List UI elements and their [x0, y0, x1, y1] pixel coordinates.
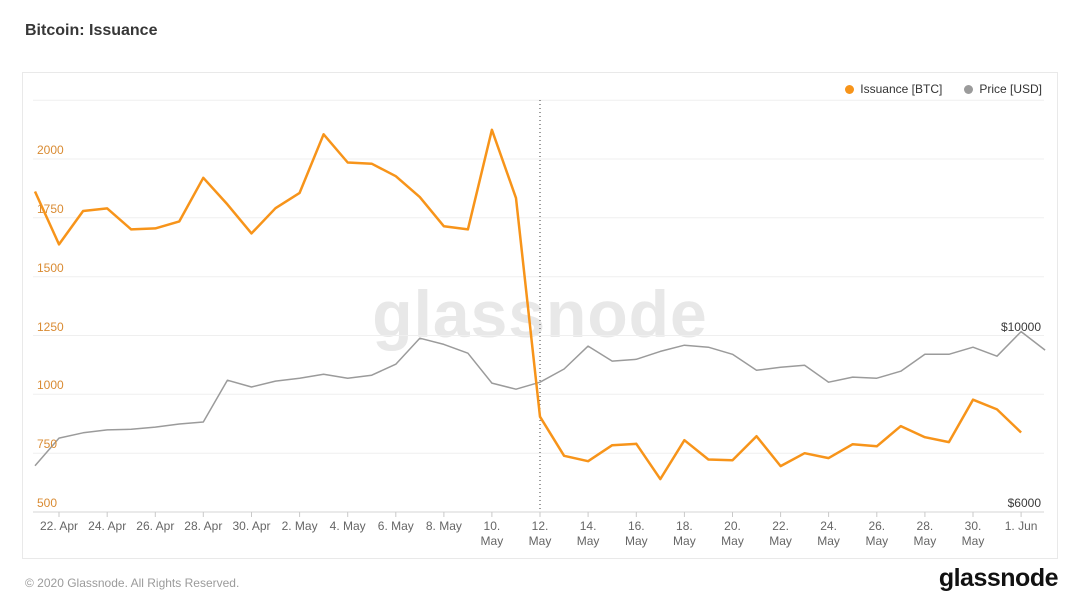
x-axis-label: 26. May — [865, 519, 889, 548]
y-axis-right-label: $10000 — [1000, 320, 1041, 334]
y-axis-left-label: 750 — [37, 437, 58, 452]
x-axis-label: 4. May — [329, 519, 366, 533]
x-axis-label: 30. Apr — [232, 519, 271, 533]
y-axis-left-label: 1250 — [37, 319, 64, 334]
page-title: Bitcoin: Issuance — [25, 22, 158, 39]
issuance-line — [33, 128, 1022, 481]
x-axis-label: 12. May — [528, 519, 552, 548]
x-axis-label: 20. May — [721, 519, 744, 548]
legend-item-price[interactable]: Price [USD] — [964, 82, 1042, 96]
price-line — [34, 330, 1046, 467]
x-axis-label: 24. Apr — [88, 519, 127, 533]
x-axis-label: 14. May — [576, 519, 600, 548]
x-axis-label: 22. May — [769, 519, 792, 548]
x-axis-label: 16. May — [624, 519, 648, 548]
x-axis-label: 6. May — [377, 519, 414, 533]
x-axis-label: 24. May — [817, 519, 840, 548]
x-axis-label: 18. May — [673, 519, 696, 548]
x-axis-label: 22. Apr — [39, 519, 79, 533]
chart-canvas[interactable] — [23, 73, 1059, 533]
chart-legend: Issuance [BTC] Price [USD] — [845, 82, 1042, 96]
y-axis-left-label: 1750 — [37, 201, 64, 216]
price-legend-dot-icon — [964, 84, 974, 94]
legend-item-label: Issuance [BTC] — [860, 82, 943, 96]
x-axis-label: 1. Jun — [1004, 519, 1038, 533]
legend-item-issuance[interactable]: Issuance [BTC] — [845, 82, 942, 96]
x-axis-label: 2. May — [281, 519, 318, 533]
x-axis-label: 28. May — [913, 519, 937, 548]
x-axis-label: 30. May — [961, 519, 985, 548]
x-axis-label: 26. Apr — [136, 519, 175, 533]
x-axis-label: 28. Apr — [184, 519, 223, 533]
glassnode-watermark: glassnode — [372, 277, 708, 351]
y-axis-left-label: 500 — [37, 496, 58, 510]
y-axis-right-label: $6000 — [1007, 496, 1041, 510]
x-axis-label: 10. May — [480, 519, 504, 548]
y-axis-left-label: 1500 — [37, 260, 64, 275]
y-axis-left-label: 1000 — [37, 378, 64, 393]
x-axis-label: 8. May — [425, 519, 462, 533]
legend-item-label: Price [USD] — [979, 82, 1042, 96]
issuance-legend-dot-icon — [845, 84, 855, 94]
copyright-text: © 2020 Glassnode. All Rights Reserved. — [25, 576, 240, 590]
y-axis-left-label: 2000 — [37, 143, 64, 157]
glassnode-logo: glassnode — [938, 564, 1059, 592]
chart-card: Issuance [BTC] Price [USD] glassnode 500… — [22, 72, 1058, 559]
